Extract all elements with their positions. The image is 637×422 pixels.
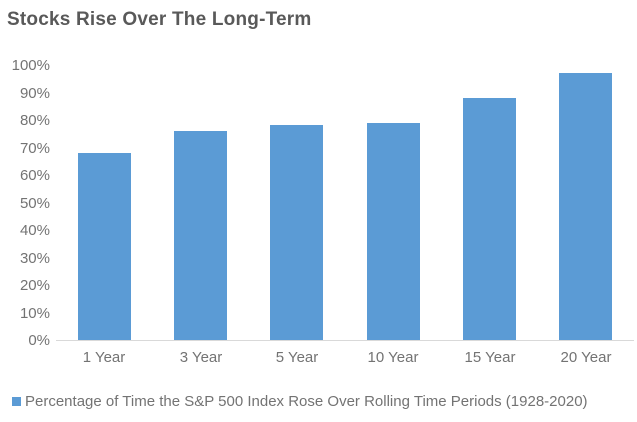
- x-tick-label: 15 Year: [464, 349, 516, 366]
- y-tick-label: 70%: [19, 139, 50, 157]
- x-tick-label: 20 Year: [560, 349, 612, 366]
- y-tick-label: 30%: [19, 249, 50, 267]
- y-tick-label: 100%: [11, 57, 50, 74]
- bar-15-year: [463, 98, 516, 340]
- bar-5-year: [270, 125, 323, 340]
- x-tick-label: 10 Year: [367, 349, 419, 366]
- y-tick-label: 90%: [19, 84, 50, 102]
- y-tick-label: 80%: [19, 112, 50, 129]
- x-tick-label: 3 Year: [179, 349, 223, 366]
- y-tick-label: 20%: [19, 277, 50, 294]
- legend-swatch: [12, 397, 21, 406]
- chart-title: Stocks Rise Over The Long-Term: [7, 9, 312, 30]
- x-tick-label: 1 Year: [82, 349, 126, 366]
- y-tick-label: 50%: [19, 194, 50, 212]
- bar-1-year: [78, 153, 131, 340]
- x-tick-label: 5 Year: [275, 349, 319, 366]
- x-axis-line: [56, 340, 634, 341]
- legend: Percentage of Time the S&P 500 Index Ros…: [12, 393, 588, 410]
- bar-3-year: [174, 131, 227, 340]
- bar-10-year: [367, 123, 420, 340]
- legend-label: Percentage of Time the S&P 500 Index Ros…: [25, 393, 588, 410]
- y-tick-label: 60%: [19, 167, 50, 184]
- bar-20-year: [559, 73, 612, 340]
- y-tick-label: 40%: [19, 222, 50, 239]
- y-tick-label: 10%: [19, 304, 50, 322]
- y-tick-label: 0%: [28, 332, 50, 349]
